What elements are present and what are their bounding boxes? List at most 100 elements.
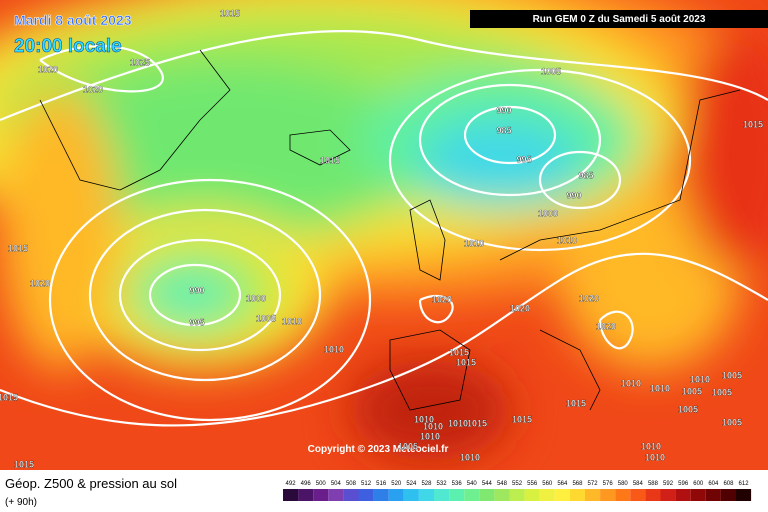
scale-swatch — [328, 489, 344, 501]
isobar-label: 990 — [496, 105, 511, 115]
isobar-label: 1005 — [398, 441, 418, 451]
scale-swatch — [585, 489, 601, 501]
isobar-label: 1005 — [722, 417, 742, 427]
scale-label: 564 — [557, 481, 568, 487]
isobar-label: 1015 — [8, 243, 28, 253]
isobar-label: 1010 — [650, 383, 670, 393]
scale-swatch — [539, 489, 555, 501]
scale-label: 540 — [467, 481, 478, 487]
isobar-label: 1010 — [621, 378, 641, 388]
date-label: Mardi 8 août 2023 — [14, 12, 132, 28]
isobar-label: 1020 — [38, 64, 58, 74]
isobar-label: 990 — [566, 190, 581, 200]
isobar-label: 1015 — [0, 392, 18, 402]
scale-swatch — [479, 489, 495, 501]
isobar-label: 985 — [496, 125, 511, 135]
scale-label: 572 — [588, 481, 599, 487]
scale-swatch — [690, 489, 706, 501]
map-background — [0, 0, 768, 470]
scale-label: 568 — [572, 481, 583, 487]
isobar-label: 1015 — [512, 414, 532, 424]
scale-swatch — [343, 489, 359, 501]
scale-label: 532 — [437, 481, 448, 487]
scale-label: 584 — [633, 481, 644, 487]
scale-label: 520 — [391, 481, 402, 487]
isobar-label: 1010 — [641, 441, 661, 451]
isobar-label: 1015 — [743, 119, 763, 129]
scale-label: 548 — [497, 481, 508, 487]
isobar-label: 1005 — [256, 313, 276, 323]
isobar-label: 1015 — [566, 398, 586, 408]
isobars — [0, 30, 768, 427]
scale-swatch — [494, 489, 510, 501]
scale-swatch — [313, 489, 329, 501]
isobar-label: 1010 — [464, 238, 484, 248]
footer-lead: (+ 90h) — [5, 497, 37, 508]
isobar-label: 995 — [516, 154, 531, 164]
scale-swatch — [615, 489, 631, 501]
scale-label: 496 — [301, 481, 312, 487]
isobar-label: 1005 — [678, 404, 698, 414]
scale-label: 552 — [512, 481, 523, 487]
footer-title: Géop. Z500 & pression au sol — [5, 476, 177, 491]
isobar-label: 1020 — [579, 293, 599, 303]
scale-label: 504 — [331, 481, 342, 487]
coastlines — [39, 49, 741, 411]
scale-swatch — [660, 489, 676, 501]
run-box — [470, 10, 768, 28]
scale-label: 588 — [648, 481, 659, 487]
isobar-label: 985 — [578, 170, 593, 180]
isobar-label: 1000 — [246, 293, 266, 303]
scale-swatch — [418, 489, 434, 501]
scale-label: 608 — [723, 481, 734, 487]
scale-label: 524 — [406, 481, 417, 487]
color-scale: 492 496 500 504 508 512 516 520 524 528 532 536 540 5… — [283, 481, 752, 501]
isobar-label: 1025 — [130, 57, 150, 67]
isobar-label: 1010 — [557, 235, 577, 245]
isobar-label: 1015 — [449, 347, 469, 357]
isobar-label: 1005 — [682, 386, 702, 396]
scale-swatch — [464, 489, 480, 501]
scale-label: 512 — [361, 481, 372, 487]
scale-label: 528 — [421, 481, 432, 487]
scale-swatch — [434, 489, 450, 501]
scale-label: 600 — [693, 481, 704, 487]
scale-swatch — [675, 489, 691, 501]
isobar-label: 1005 — [722, 370, 742, 380]
scale-swatch — [720, 489, 736, 501]
isobar-label: 1010 — [282, 316, 302, 326]
isobar-label: 1010 — [423, 421, 443, 431]
scale-swatch — [449, 489, 465, 501]
isobar-label: 1015 — [456, 357, 476, 367]
time-label: 20:00 locale — [14, 36, 122, 57]
isobar-label: 1020 — [83, 84, 103, 94]
isobar-label: 1010 — [645, 452, 665, 462]
scale-label: 544 — [482, 481, 493, 487]
scale-label: 508 — [346, 481, 357, 487]
isobar-label: 1010 — [448, 418, 468, 428]
scale-label: 576 — [603, 481, 614, 487]
isobar-label: 1010 — [460, 452, 480, 462]
scale-swatch — [509, 489, 525, 501]
isobar-label: 1010 — [324, 344, 344, 354]
scale-label: 556 — [527, 481, 538, 487]
scale-swatch — [403, 489, 419, 501]
scale-label: 612 — [739, 481, 750, 487]
scale-swatch — [298, 489, 314, 501]
isobar-label: 1010 — [690, 374, 710, 384]
scale-swatch — [705, 489, 721, 501]
scale-swatch — [569, 489, 585, 501]
run-label: Run GEM 0 Z du Samedi 5 août 2023 — [533, 14, 706, 25]
scale-swatch — [524, 489, 540, 501]
scale-label: 500 — [316, 481, 327, 487]
isobar-label: 1005 — [541, 66, 561, 76]
scale-swatch — [630, 489, 646, 501]
isobar-label: 995 — [189, 317, 204, 327]
isobar-label: 1015 — [467, 418, 487, 428]
isobar-label: 1010 — [420, 431, 440, 441]
isobar-label: 1015 — [14, 459, 34, 469]
isobar-labels: 1015 1025 1020 1020 1005 990 985 995 985 990 1000 1… — [0, 8, 763, 469]
scale-label: 492 — [286, 481, 297, 487]
scale-swatch — [554, 489, 570, 501]
